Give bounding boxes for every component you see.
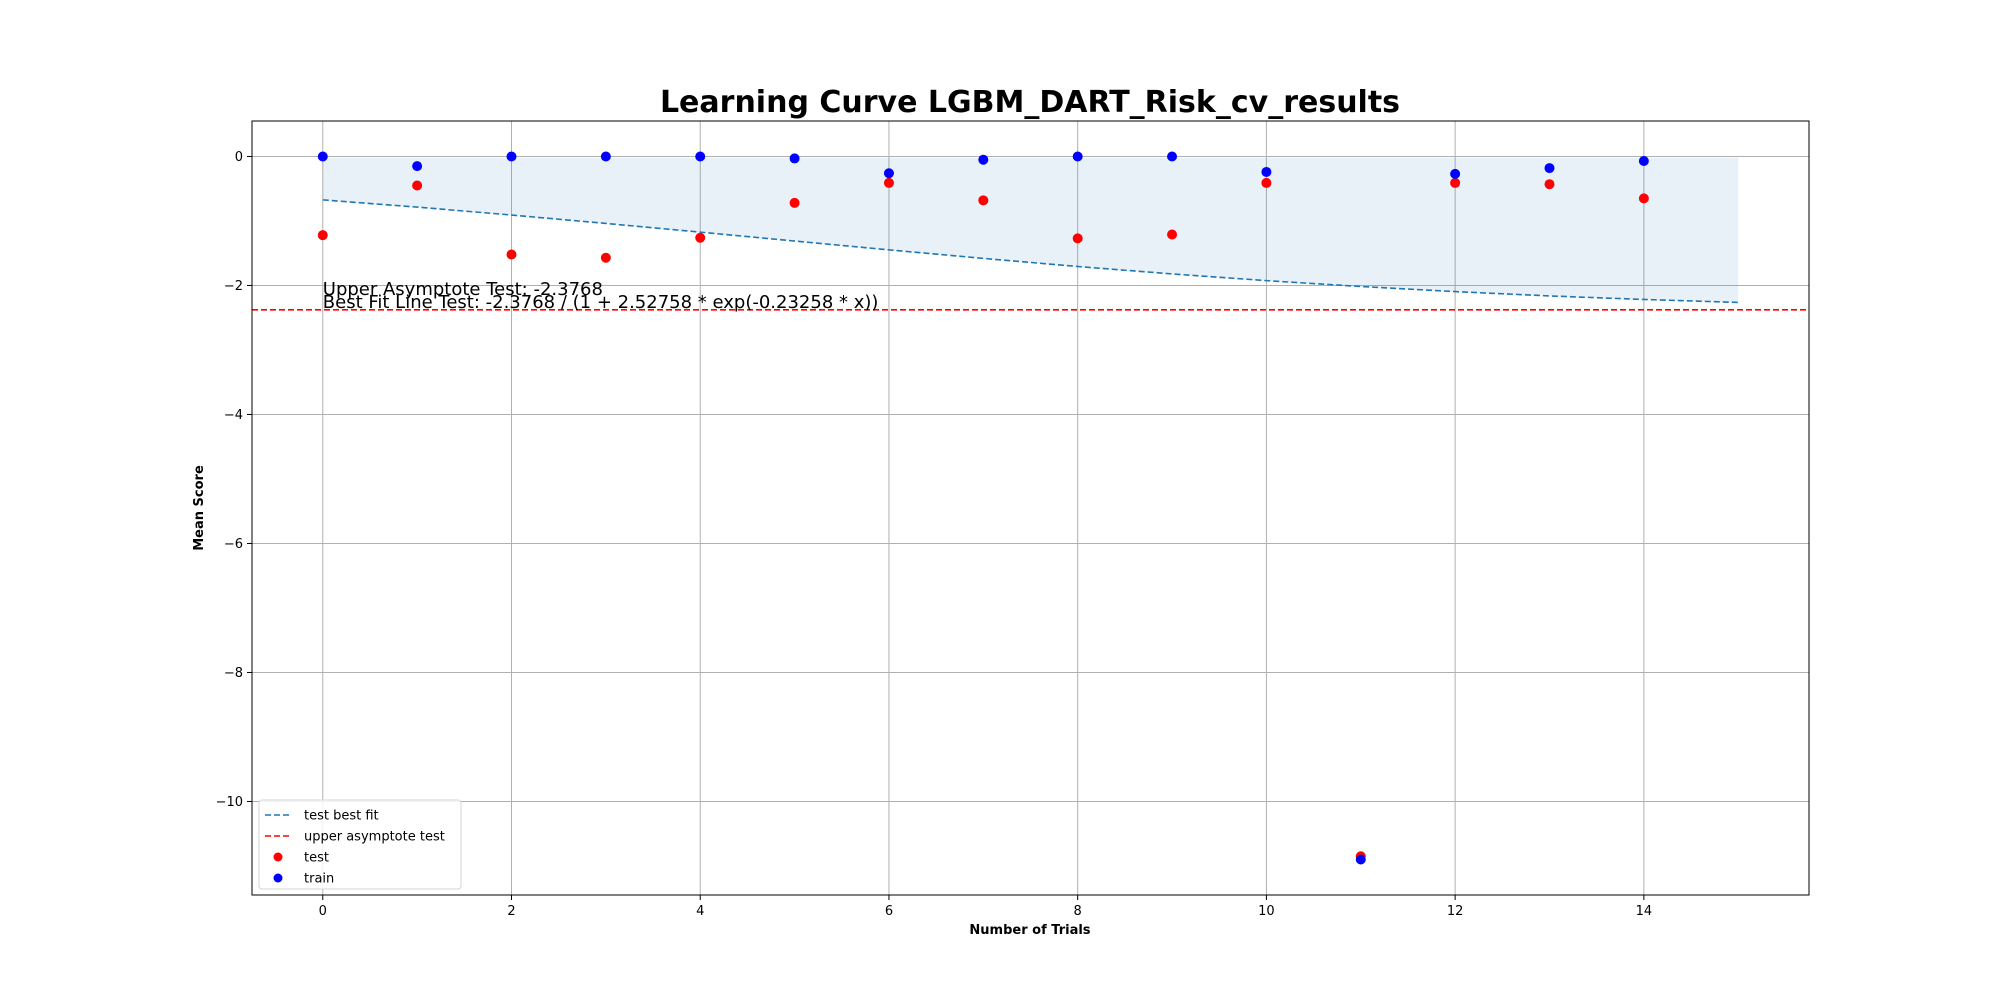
fill-between-area [322,157,1739,303]
y-tick-label: −8 [224,666,243,681]
x-tick-label: 0 [319,904,327,919]
train-point [1638,155,1649,166]
lines [252,199,1809,311]
legend-label: test best fit [304,809,379,824]
train-point [1544,163,1555,174]
fill-region [322,157,1739,303]
test-point [317,230,328,241]
test-point [412,180,423,191]
train-point [789,153,800,164]
test-point [1450,177,1461,188]
x-tick-label: 2 [507,904,515,919]
legend: test best fit upper asymptote test test tra… [258,799,462,890]
train-point [1072,151,1083,162]
test-point [506,249,517,260]
legend-marker [273,852,283,862]
test-point [1167,229,1178,240]
y-axis-title: Mean Score [192,465,207,551]
test-point [978,195,989,206]
train-point [883,168,894,179]
train-point [600,151,611,162]
train-point [1355,854,1366,865]
x-tick-label: 8 [1074,904,1082,919]
test-point [600,252,611,263]
x-tick-label: 4 [696,904,704,919]
annotation-text: Best Fit Line Test: -2.3768 / (1 + 2.527… [323,292,879,313]
grid [252,121,1809,895]
y-tick-label: −2 [224,279,243,294]
x-tick-label: 6 [885,904,893,919]
train-point [1167,151,1178,162]
legend-label: test [304,851,329,866]
test-best-fit-line [322,199,1739,304]
train-point [978,154,989,165]
train-point [506,151,517,162]
test-point [1638,193,1649,204]
x-tick-label: 14 [1636,904,1653,919]
legend-marker [273,873,283,883]
train-point [1450,168,1461,179]
plot-frame [251,120,1810,896]
annotation-text: Upper Asymptote Test: -2.3768 [323,279,603,300]
test-point [1072,233,1083,244]
y-tick-label: −6 [224,537,243,552]
test-point [1544,179,1555,190]
train-point [695,151,706,162]
scatter-points [317,151,1649,865]
chart-title: Learning Curve LGBM_DART_Risk_cv_results [660,85,1400,120]
x-tick-label: 10 [1258,904,1275,919]
test-point [695,232,706,243]
train-point [412,161,423,172]
x-axis-title: Number of Trials [969,923,1090,938]
y-tick-label: −4 [224,408,243,423]
axis-ticks: 0 2 4 6 8 10 12 14 0 −2 −4 −6 −8 −10 [216,150,1653,919]
legend-label: train [304,872,334,887]
train-point [1261,166,1272,177]
y-tick-label: 0 [235,150,243,165]
x-tick-label: 12 [1447,904,1464,919]
train-point [317,151,328,162]
y-tick-label: −10 [216,795,243,810]
legend-label: upper asymptote test [304,830,445,845]
test-point [789,197,800,208]
test-point [1261,177,1272,188]
legend-box [258,799,462,890]
test-point [883,177,894,188]
